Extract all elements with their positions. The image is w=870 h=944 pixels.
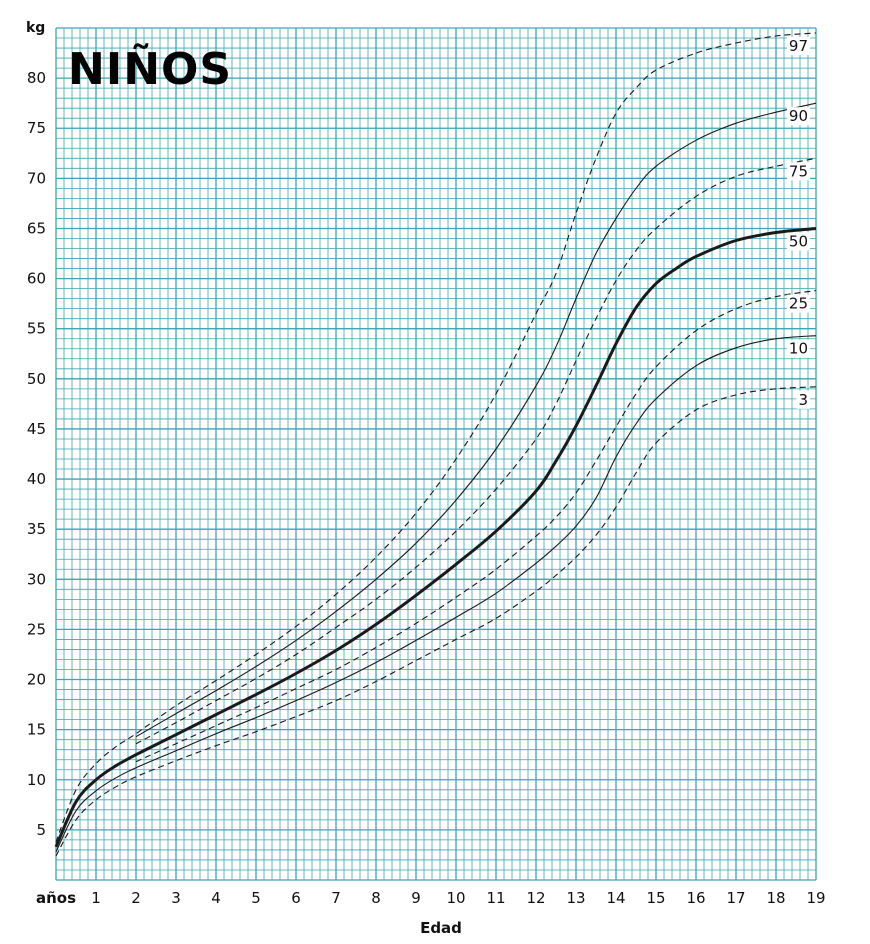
y-tick-label: 40 — [27, 470, 46, 488]
percentile-label-backdrop — [786, 107, 810, 126]
y-tick-label: 75 — [27, 119, 46, 137]
percentile-90-curve — [135, 102, 817, 738]
y-tick-label: 5 — [36, 821, 46, 839]
x-tick-label: 18 — [766, 889, 785, 907]
y-axis-unit: kg — [26, 20, 45, 36]
percentile-50-curve — [54, 227, 817, 848]
x-tick-label: 13 — [566, 889, 585, 907]
percentile-97-curve — [55, 32, 817, 843]
percentile-curves — [54, 32, 817, 857]
x-tick-label: 4 — [211, 889, 221, 907]
percentile-97-label: 97 — [789, 37, 808, 55]
x-tick-label: 3 — [171, 889, 181, 907]
percentile-10-label: 10 — [789, 340, 808, 358]
grid — [55, 27, 817, 881]
percentile-25-curve — [135, 290, 817, 763]
y-tick-label: 10 — [27, 771, 46, 789]
y-tick-label: 70 — [27, 169, 46, 187]
percentile-90-label: 90 — [789, 107, 808, 125]
plot-area — [56, 28, 816, 880]
y-axis-ticks: 5 10 15 20 25 30 35 40 45 50 55 60 65 70 75 80 — [27, 69, 46, 839]
y-tick-label: 15 — [27, 721, 46, 739]
x-tick-label: 8 — [371, 889, 381, 907]
percentile-75-curve — [135, 157, 817, 745]
percentile-label-backdrop — [796, 390, 810, 409]
percentile-10-curve — [55, 335, 817, 853]
y-tick-label: 80 — [27, 69, 46, 87]
x-tick-label: 12 — [526, 889, 545, 907]
y-tick-label: 30 — [27, 570, 46, 588]
percentile-label-backdrop — [786, 294, 810, 313]
percentile-75-label: 75 — [789, 162, 808, 180]
percentile-3-curve — [55, 386, 817, 857]
percentile-label-backdrop — [786, 339, 810, 358]
x-tick-label: 5 — [251, 889, 261, 907]
x-tick-label: 19 — [806, 889, 825, 907]
percentile-50-label: 50 — [789, 232, 808, 250]
y-tick-label: 65 — [27, 219, 46, 237]
x-tick-label: 1 — [91, 889, 101, 907]
x-tick-label: 14 — [606, 889, 625, 907]
x-tick-label: 16 — [686, 889, 705, 907]
x-tick-label: 10 — [446, 889, 465, 907]
x-tick-label: 2 — [131, 889, 141, 907]
y-tick-label: 45 — [27, 420, 46, 438]
x-axis-label: Edad — [420, 919, 462, 937]
percentile-3-label: 3 — [798, 391, 808, 409]
x-tick-label: 11 — [486, 889, 505, 907]
x-tick-label: 15 — [646, 889, 665, 907]
y-tick-label: 25 — [27, 620, 46, 638]
percentile-25-label: 25 — [789, 295, 808, 313]
y-tick-label: 50 — [27, 370, 46, 388]
percentile-label-backdrop — [786, 37, 810, 56]
y-tick-label: 20 — [27, 671, 46, 689]
x-tick-label: 9 — [411, 889, 421, 907]
y-tick-label: 60 — [27, 270, 46, 288]
percentile-labels: 97 90 75 50 25 10 3 — [786, 37, 810, 409]
y-tick-label: 55 — [27, 320, 46, 338]
x-axis-unit: años — [36, 889, 76, 907]
x-tick-label: 6 — [291, 889, 301, 907]
chart-title: NIÑOS — [68, 42, 232, 95]
percentile-label-backdrop — [786, 162, 810, 181]
x-tick-label: 7 — [331, 889, 341, 907]
x-axis-ticks: 1 2 3 4 5 6 7 8 9 10 11 12 13 14 15 16 17 18 19 — [91, 889, 825, 907]
y-tick-label: 35 — [27, 520, 46, 538]
x-tick-label: 17 — [726, 889, 745, 907]
percentile-label-backdrop — [786, 232, 810, 251]
